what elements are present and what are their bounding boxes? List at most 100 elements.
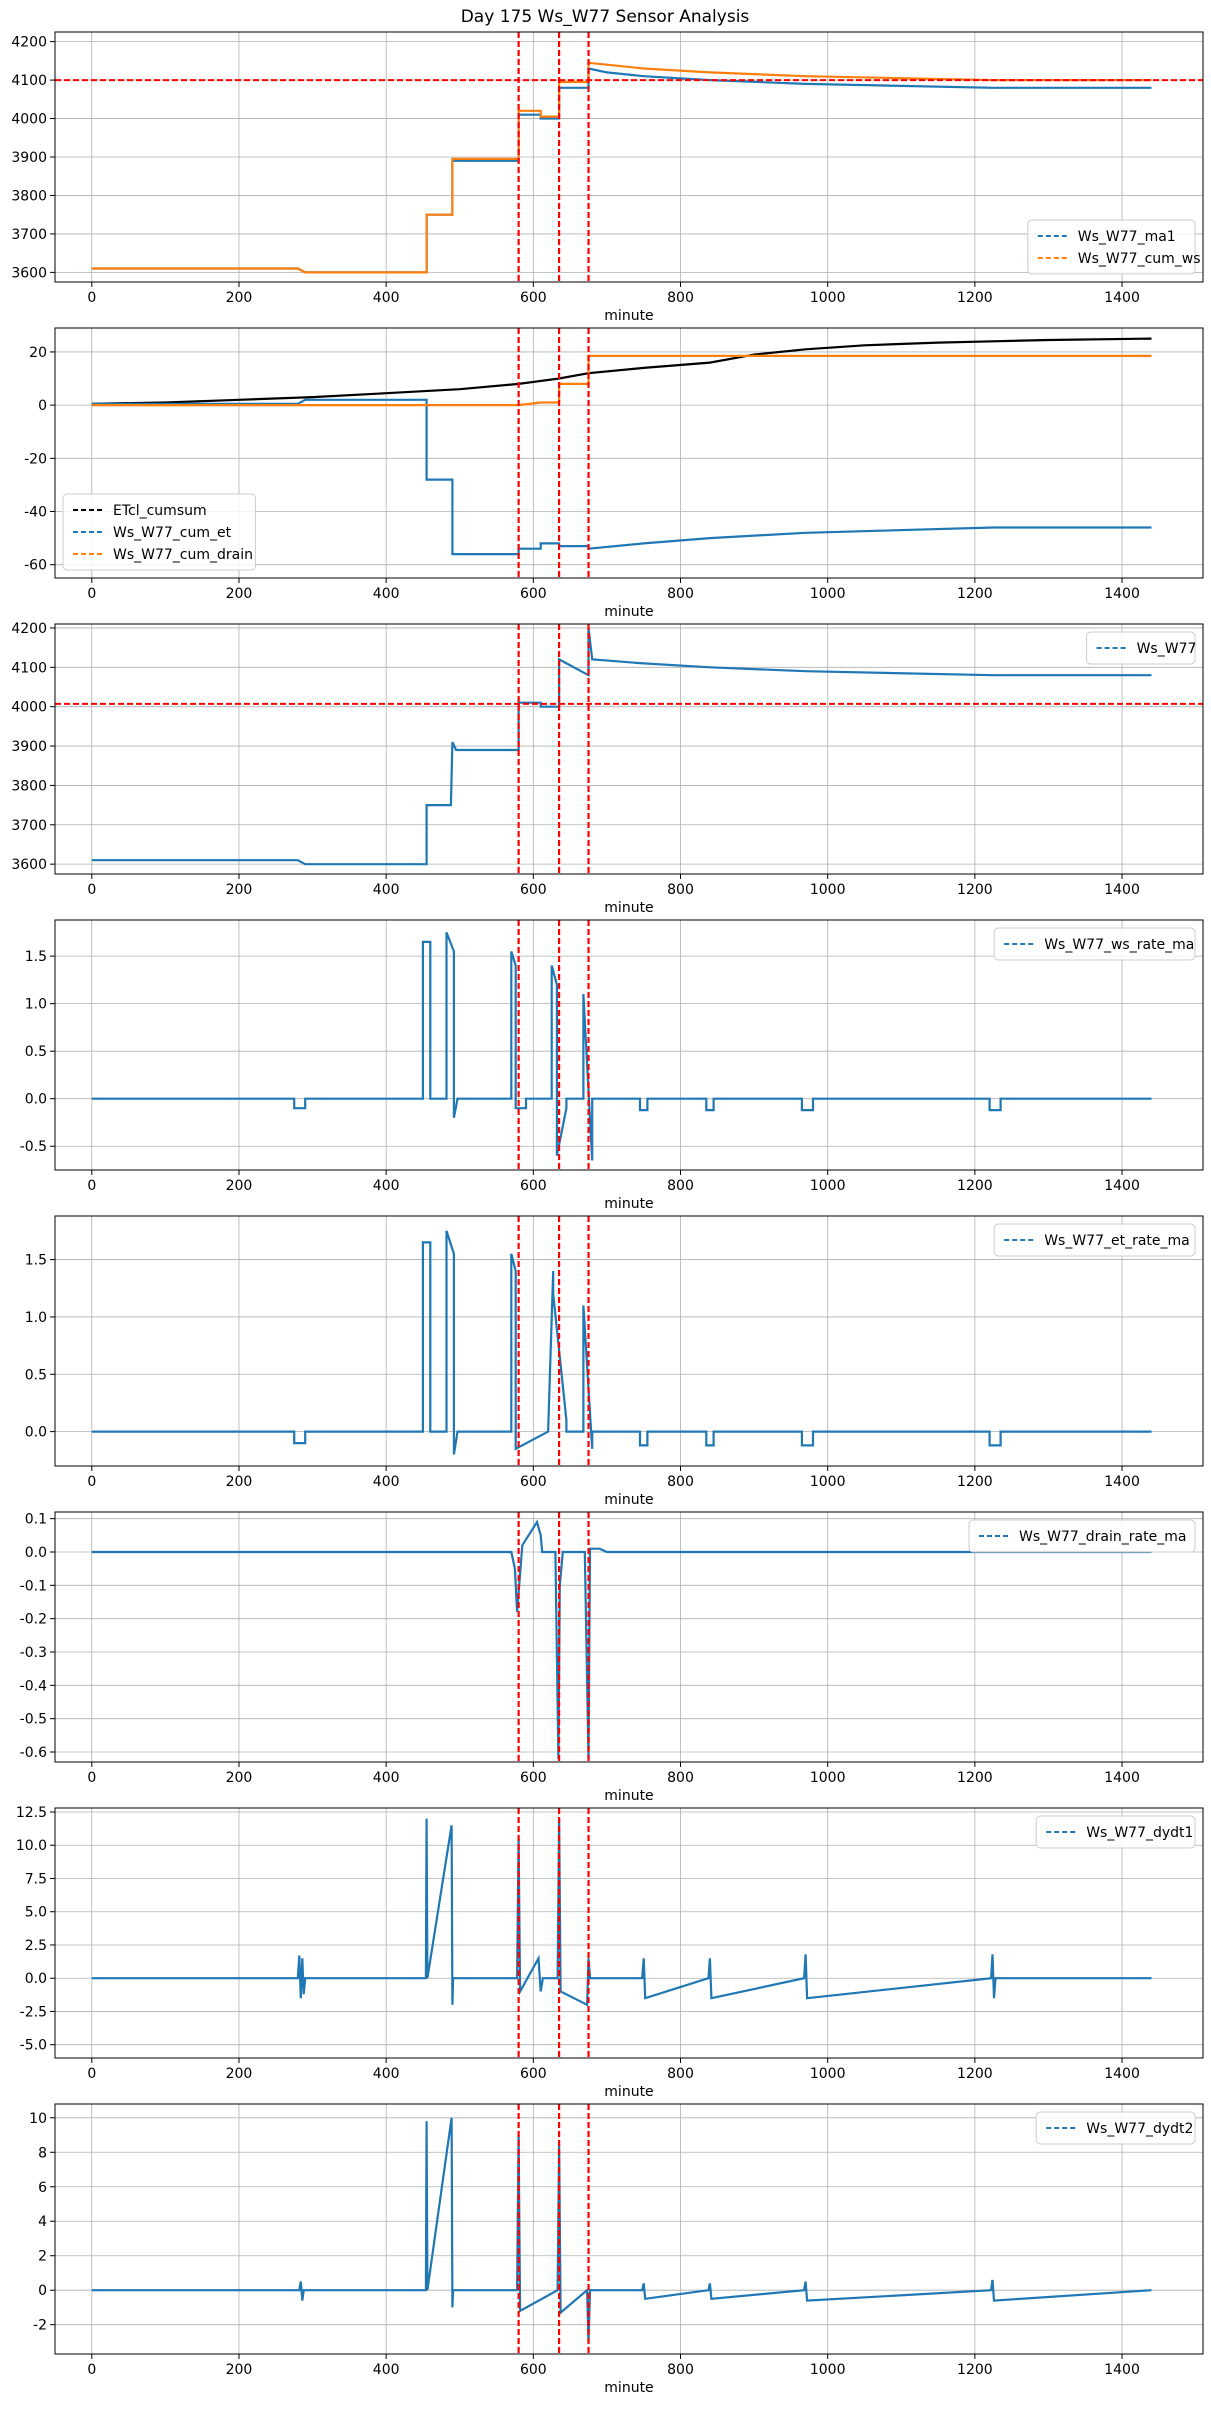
x-tick-label: 200 — [226, 2066, 253, 2082]
x-tick-label: 200 — [226, 2362, 253, 2378]
x-tick-label: 400 — [373, 1178, 400, 1194]
y-tick-label: 3600 — [11, 857, 47, 873]
y-tick-label: 3700 — [11, 818, 47, 834]
x-axis-label: minute — [604, 2380, 653, 2396]
x-tick-label: 1200 — [957, 882, 993, 898]
y-tick-label: 4200 — [11, 621, 47, 637]
x-tick-label: 600 — [520, 1770, 547, 1786]
y-tick-label: 0.0 — [25, 1425, 47, 1441]
y-tick-label: 0.5 — [25, 1367, 47, 1383]
x-tick-label: 1200 — [957, 2362, 993, 2378]
x-tick-label: 800 — [667, 290, 694, 306]
y-tick-label: -2.5 — [20, 2004, 47, 2020]
legend: Ws_W77_et_rate_ma — [993, 1223, 1196, 1257]
legend-label: Ws_W77 — [1137, 641, 1197, 657]
series-line-Ws_W77_dydt1 — [91, 1818, 1152, 2007]
legend-box — [1027, 219, 1196, 275]
x-tick-label: 0 — [87, 2362, 96, 2378]
series-line-Ws_W77_cum_et — [91, 398, 1152, 556]
y-tick-label: 0.5 — [25, 1044, 47, 1060]
x-tick-label: 200 — [226, 882, 253, 898]
x-tick-label: 800 — [667, 1474, 694, 1490]
axes-frame — [54, 31, 1204, 283]
x-tick-label: 1000 — [810, 2066, 846, 2082]
y-tick-label: -0.5 — [20, 1712, 47, 1728]
y-tick-label: -20 — [24, 451, 47, 467]
x-tick-label: 600 — [520, 290, 547, 306]
y-tick-label: 0.0 — [25, 1971, 47, 1987]
y-tick-label: 4100 — [11, 73, 47, 89]
x-tick-label: 800 — [667, 882, 694, 898]
series-line-Ws_W77_dydt2 — [91, 2117, 1152, 2342]
chart-panel-4: 0 200 400 600 800 1000 1200 1400 -0.5 0.0 0.5 1.0 1.… — [20, 919, 1204, 1212]
y-tick-label: -0.2 — [20, 1612, 47, 1628]
x-tick-label: 0 — [87, 2066, 96, 2082]
x-tick-label: 0 — [87, 1770, 96, 1786]
y-tick-label: 0 — [38, 2283, 47, 2299]
y-tick-label: -0.6 — [20, 1745, 47, 1761]
legend-label: Ws_W77_cum_ws — [1078, 251, 1201, 267]
legend-box — [1035, 1815, 1196, 1849]
chart-panel-2: 0 200 400 600 800 1000 1200 1400 -60 -40 -20 0 20 min… — [24, 327, 1204, 620]
legend-label: Ws_W77_et_rate_ma — [1044, 1233, 1190, 1249]
x-tick-label: 1200 — [957, 1474, 993, 1490]
x-tick-label: 1000 — [810, 290, 846, 306]
plot-area — [55, 624, 1203, 874]
x-tick-label: 1400 — [1104, 1474, 1140, 1490]
x-tick-label: 200 — [226, 1178, 253, 1194]
plot-area — [91, 2104, 1152, 2354]
x-axis-label: minute — [604, 1788, 653, 1804]
chart-panel-5: 0 200 400 600 800 1000 1200 1400 0.0 0.5 1.0 1.5 min… — [25, 1215, 1204, 1508]
x-tick-label: 0 — [87, 1474, 96, 1490]
x-tick-label: 1000 — [810, 1474, 846, 1490]
x-tick-label: 800 — [667, 586, 694, 602]
x-tick-label: 200 — [226, 290, 253, 306]
y-tick-label: -0.5 — [20, 1139, 47, 1155]
axes-frame — [54, 1511, 1204, 1763]
plot-area — [91, 1216, 1152, 1466]
series-line-Ws_W77_drain_rate_ma — [91, 1519, 1152, 1759]
plot-area — [55, 32, 1203, 282]
y-tick-label: 0.0 — [25, 1092, 47, 1108]
x-axis-label: minute — [604, 604, 653, 620]
y-tick-label: 3800 — [11, 778, 47, 794]
x-tick-label: 200 — [226, 1770, 253, 1786]
chart-panel-6: 0 200 400 600 800 1000 1200 1400 -0.6 -0.5 -0.4 -0.… — [20, 1511, 1204, 1804]
x-tick-label: 1200 — [957, 586, 993, 602]
legend: Ws_W77_ma1 Ws_W77_cum_ws — [1027, 219, 1201, 275]
chart-panel-8: 0 200 400 600 800 1000 1200 1400 -2 0 2 4 6 8 10 minute… — [29, 2103, 1204, 2396]
y-tick-label: 0.1 — [25, 1512, 47, 1528]
y-tick-label: 4200 — [11, 35, 47, 51]
y-tick-label: 10.0 — [16, 1838, 47, 1854]
x-tick-label: 1400 — [1104, 1770, 1140, 1786]
legend-label: Ws_W77_cum_drain — [113, 547, 253, 563]
x-tick-label: 600 — [520, 1178, 547, 1194]
x-tick-label: 1200 — [957, 1178, 993, 1194]
y-tick-label: 1.5 — [25, 949, 47, 965]
y-tick-label: 1.0 — [25, 1310, 47, 1326]
x-tick-label: 400 — [373, 290, 400, 306]
x-tick-label: 1200 — [957, 1770, 993, 1786]
y-tick-label: -5.0 — [20, 2038, 47, 2054]
y-tick-label: 3600 — [11, 265, 47, 281]
series-line-Ws_W77_ma1 — [91, 67, 1152, 274]
legend: Ws_W77 — [1086, 631, 1197, 665]
x-axis-label: minute — [604, 900, 653, 916]
y-tick-label: -0.1 — [20, 1578, 47, 1594]
y-tick-label: 4000 — [11, 112, 47, 128]
y-tick-label: 2 — [38, 2249, 47, 2265]
plot-area — [91, 328, 1152, 578]
y-tick-label: 5.0 — [25, 1905, 47, 1921]
x-tick-label: 400 — [373, 2362, 400, 2378]
series-line-Ws_W77_cum_ws — [91, 61, 1152, 274]
axes-frame — [54, 1807, 1204, 2059]
figure-title: Day 175 Ws_W77 Sensor Analysis — [461, 7, 750, 27]
x-tick-label: 1400 — [1104, 290, 1140, 306]
y-tick-label: 3900 — [11, 739, 47, 755]
x-axis-label: minute — [604, 1196, 653, 1212]
chart-panel-1: 0 200 400 600 800 1000 1200 1400 3600 3700 3800 390… — [11, 31, 1204, 324]
y-tick-label: 8 — [38, 2145, 47, 2161]
y-tick-label: 2.5 — [25, 1938, 47, 1954]
x-tick-label: 400 — [373, 2066, 400, 2082]
x-tick-label: 600 — [520, 586, 547, 602]
